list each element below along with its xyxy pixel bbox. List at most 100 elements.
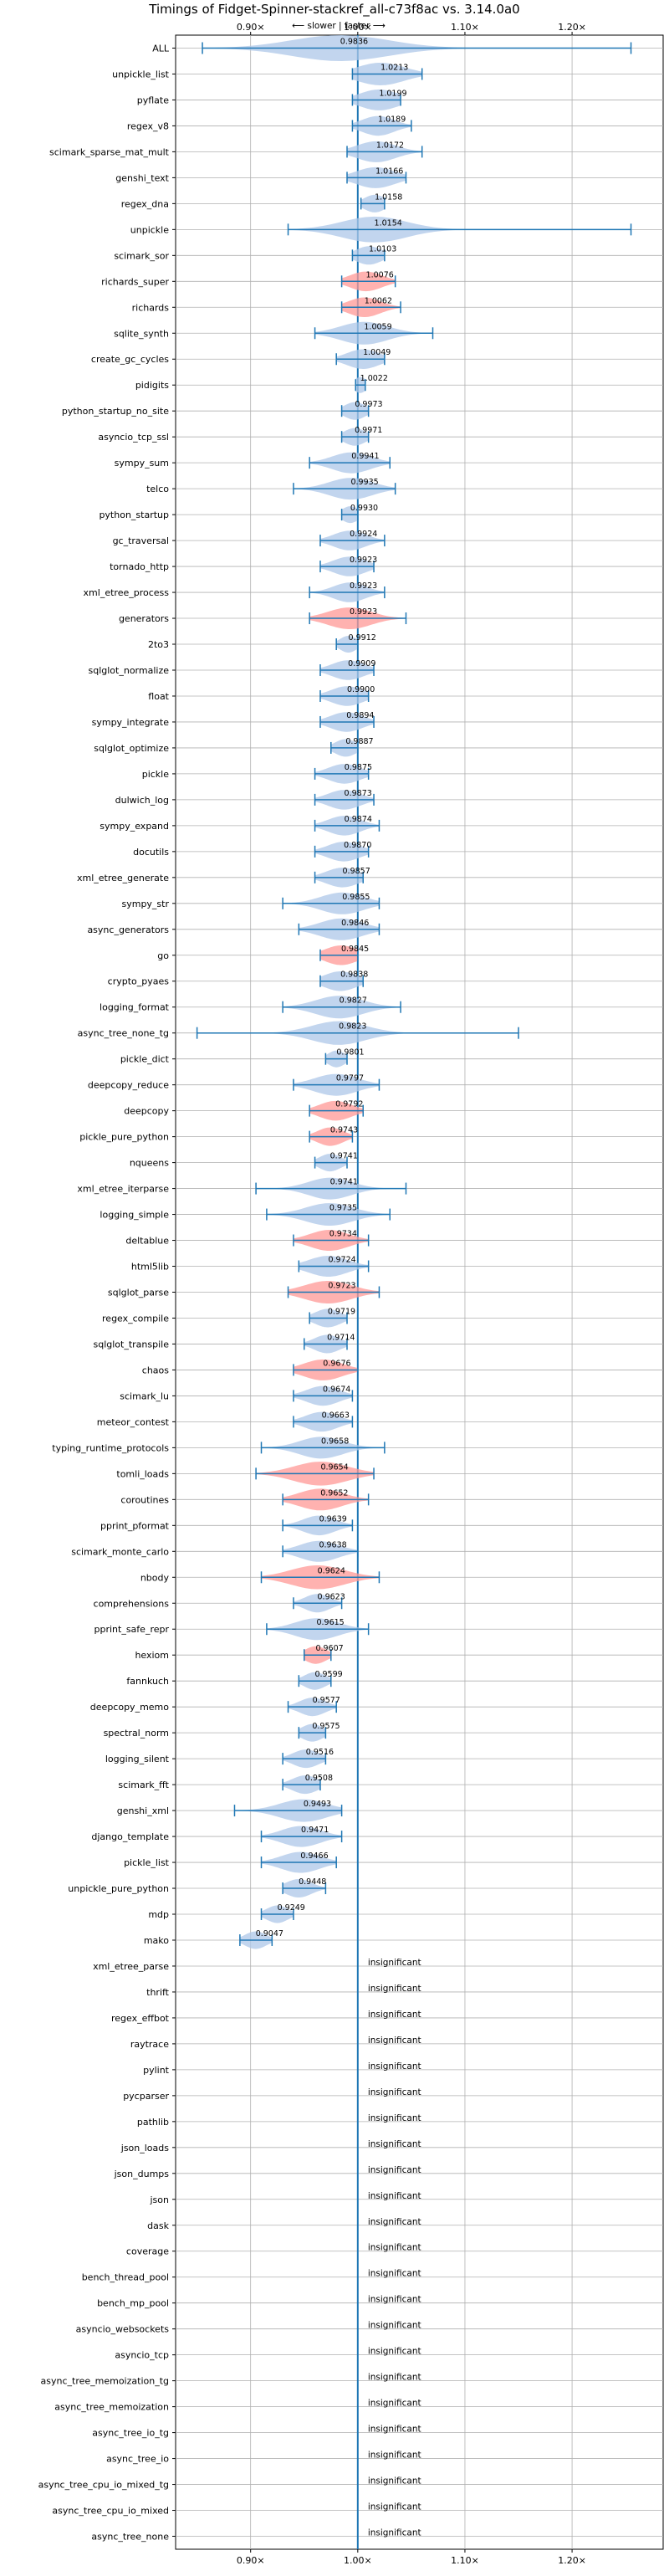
benchmark-label: pycparser [123, 2091, 169, 2102]
benchmark-label: dask [147, 2220, 169, 2231]
mean-value-label: 0.9874 [345, 815, 372, 824]
chart-title: Timings of Fidget-Spinner-stackref_all-c… [149, 2, 520, 17]
benchmark-label: coroutines [120, 1494, 169, 1505]
mean-value-label: 1.0213 [380, 63, 408, 72]
benchmark-label: sqlglot_normalize [89, 665, 170, 676]
benchmark-label: docutils [133, 847, 169, 858]
benchmark-label: raytrace [130, 2039, 169, 2050]
insignificant-label: insignificant [368, 2399, 421, 2409]
mean-value-label: 0.9575 [312, 1722, 340, 1731]
benchmark-label: asyncio_websockets [76, 2324, 170, 2335]
insignificant-label: insignificant [368, 2528, 421, 2538]
mean-value-label: 0.9827 [340, 996, 367, 1006]
benchmark-label: genshi_xml [117, 1805, 169, 1816]
mean-value-label: 0.9801 [336, 1048, 364, 1058]
benchmark-label: xml_etree_parse [93, 1961, 169, 1972]
benchmark-label: pickle [142, 769, 170, 780]
benchmark-label: sqlglot_parse [108, 1288, 169, 1298]
x-tick-label-top: 1.00× [344, 22, 372, 33]
mean-value-label: 0.9719 [328, 1307, 355, 1316]
mean-value-label: 0.9724 [328, 1256, 355, 1265]
benchmark-label: scimark_lu [120, 1390, 169, 1401]
benchmark-label: float [148, 691, 169, 702]
benchmark-label: xml_etree_generate [77, 873, 169, 883]
insignificant-label: insignificant [368, 2217, 421, 2227]
mean-value-label: 0.9607 [315, 1644, 343, 1653]
mean-value-label: 0.9909 [348, 659, 375, 668]
mean-value-label: 0.9875 [345, 763, 372, 772]
benchmark-label: async_tree_memoization_tg [41, 2376, 170, 2387]
x-tick-label-top: 1.10× [451, 22, 479, 33]
benchmark-label: typing_runtime_protocols [52, 1442, 169, 1453]
benchmark-label: sympy_sum [115, 458, 169, 469]
benchmark-label: nbody [140, 1572, 170, 1583]
benchmark-label: scimark_monte_carlo [71, 1546, 169, 1557]
mean-value-label: 1.0158 [375, 192, 402, 202]
mean-value-label: 0.9941 [351, 452, 379, 461]
mean-value-label: 1.0103 [369, 244, 396, 254]
benchmark-label: comprehensions [94, 1598, 170, 1609]
benchmark-label: pidigits [135, 380, 169, 391]
mean-value-label: 0.9741 [330, 1178, 358, 1187]
mean-value-label: 0.9743 [330, 1126, 358, 1135]
mean-value-label: 1.0166 [375, 166, 403, 176]
benchmark-label: tomli_loads [116, 1468, 169, 1479]
benchmark-label: regex_v8 [127, 120, 169, 131]
benchmark-label: crypto_pyaes [108, 976, 170, 987]
mean-value-label: 1.0022 [360, 374, 388, 383]
insignificant-label: insignificant [368, 2113, 421, 2123]
benchmark-label: spectral_norm [104, 1728, 169, 1739]
insignificant-label: insignificant [368, 2010, 421, 2020]
benchmark-label: mako [144, 1935, 169, 1946]
mean-value-label: 0.9924 [350, 530, 377, 539]
mean-value-label: 0.9845 [341, 945, 369, 954]
mean-value-label: 0.9723 [328, 1282, 355, 1291]
mean-value-label: 1.0172 [376, 141, 404, 150]
mean-value-label: 0.9857 [343, 867, 370, 876]
benchmark-label: sympy_str [121, 899, 169, 909]
benchmark-label: thrift [146, 1987, 170, 1998]
benchmark-label: json_loads [120, 2143, 169, 2153]
insignificant-label: insignificant [368, 2061, 421, 2072]
benchmark-label: deepcopy [124, 1106, 169, 1117]
benchmark-label: fannkuch [126, 1676, 169, 1687]
x-tick-label-bottom: 1.10× [451, 2555, 479, 2566]
x-tick-label-bottom: 1.20× [558, 2555, 586, 2566]
benchmark-label: python_startup [99, 510, 169, 520]
benchmark-label: nqueens [130, 1158, 169, 1169]
benchmark-label: ALL [152, 43, 170, 54]
benchmark-label: regex_dna [121, 198, 169, 209]
benchmark-label: logging_format [100, 1002, 170, 1013]
benchmark-label: mdp [148, 1909, 169, 1920]
benchmark-label: pyflate [137, 95, 169, 105]
chart-subtitle: ⟵ slower | faster ⟶ [292, 21, 386, 31]
mean-value-label: 0.9923 [350, 581, 377, 591]
insignificant-label: insignificant [368, 2165, 421, 2175]
x-tick-label-top: 0.90× [237, 22, 265, 33]
mean-value-label: 0.9873 [345, 789, 372, 798]
mean-value-label: 0.9971 [355, 426, 382, 435]
insignificant-label: insignificant [368, 2036, 421, 2046]
x-tick-label-top: 1.20× [558, 22, 586, 33]
mean-value-label: 0.9855 [342, 893, 370, 902]
benchmark-label: pickle_pure_python [79, 1132, 169, 1143]
mean-value-label: 1.0076 [366, 270, 394, 279]
benchmark-label: unpickle_list [112, 69, 170, 79]
insignificant-label: insignificant [368, 2087, 421, 2097]
insignificant-label: insignificant [368, 2191, 421, 2201]
mean-value-label: 0.9658 [321, 1437, 349, 1446]
benchmark-label: pickle_list [124, 1857, 170, 1868]
mean-value-label: 0.9935 [350, 478, 378, 487]
mean-value-label: 0.9508 [305, 1774, 333, 1783]
benchmark-label: create_gc_cycles [91, 354, 169, 365]
benchmark-label: deltablue [125, 1236, 169, 1247]
x-tick-label-bottom: 0.90× [237, 2555, 265, 2566]
mean-value-label: 1.0154 [375, 218, 402, 228]
benchmark-label: pylint [143, 2065, 170, 2076]
insignificant-label: insignificant [368, 2295, 421, 2305]
benchmark-label: unpickle_pure_python [68, 1883, 169, 1894]
mean-value-label: 0.9797 [336, 1074, 364, 1083]
benchmark-label: gc_traversal [113, 535, 169, 546]
mean-value-label: 0.9516 [306, 1748, 334, 1757]
insignificant-label: insignificant [368, 2321, 421, 2331]
